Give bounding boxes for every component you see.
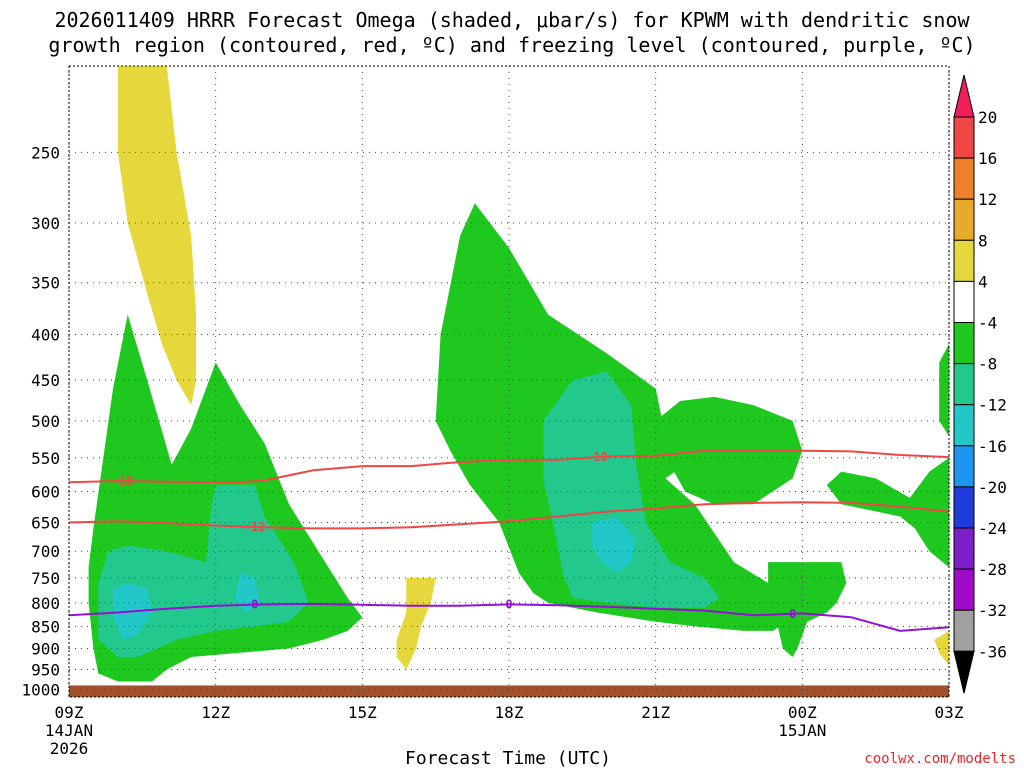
colorbar-swatch-13 [953, 609, 975, 652]
colorbar-label-3: 8 [978, 231, 988, 250]
y-tick-label-250: 250 [31, 143, 60, 162]
omega-region-13 [592, 516, 637, 573]
dgz-contour-m12 [68, 501, 950, 530]
colorbar-swatch-10 [953, 486, 975, 529]
omega-region-0 [117, 66, 197, 406]
colorbar-swatch-12 [953, 568, 975, 611]
freezing-label-extra-1: 0 [789, 607, 796, 621]
y-tick-label-1000: 1000 [21, 680, 60, 699]
freezing-level-contour [68, 602, 950, 632]
colorbar-swatch-9 [953, 445, 975, 488]
omega-region-6 [768, 562, 847, 657]
y-tick-label-350: 350 [31, 274, 60, 293]
x-tick-label-15Z: 15Z [348, 703, 377, 722]
x-tick-date-09Z: 14JAN [45, 721, 93, 740]
colorbar-swatch-3 [953, 198, 975, 241]
colorbar-label-12: -32 [978, 601, 1007, 620]
y-tick-label-800: 800 [31, 594, 60, 613]
y-tick-label-900: 900 [31, 640, 60, 659]
x-tick-date-00Z: 15JAN [778, 721, 826, 740]
colorbar-label-5: -4 [978, 314, 997, 333]
omega-region-2 [934, 630, 949, 666]
colorbar-bottom-arrow [953, 650, 975, 694]
chart-title-line-1: 2026011409 HRRR Forecast Omega (shaded, … [54, 8, 970, 32]
y-tick-label-400: 400 [31, 325, 60, 344]
colorbar-label-2: 12 [978, 190, 997, 209]
credit-text: coolwx.com/modelts [864, 751, 1016, 767]
x-tick-label-09Z: 09Z [55, 703, 84, 722]
freezing-label-extra-0: 0 [505, 597, 512, 611]
x-tick-label-18Z: 18Z [495, 703, 524, 722]
x-tick-label-00Z: 00Z [788, 703, 817, 722]
colorbar-swatch-2 [953, 157, 975, 200]
colorbar-label-7: -12 [978, 396, 1007, 415]
omega-region-12 [235, 572, 260, 613]
contour-label-2: 0 [251, 598, 258, 612]
y-tick-label-500: 500 [31, 412, 60, 431]
y-tick-label-300: 300 [31, 214, 60, 233]
x-tick-label-03Z: 03Z [935, 703, 964, 722]
y-tick-label-750: 750 [31, 569, 60, 588]
omega-region-1 [396, 577, 436, 670]
colorbar-label-0: 20 [978, 108, 997, 127]
contour-label-1: -12 [244, 520, 266, 534]
colorbar-swatch-5 [953, 280, 975, 323]
y-tick-label-450: 450 [31, 371, 60, 390]
colorbar-label-1: 16 [978, 149, 997, 168]
colorbar-label-11: -28 [978, 560, 1007, 579]
colorbar-swatch-1 [953, 116, 975, 159]
dgz-label-extra-0: -18 [586, 450, 608, 464]
colorbar-label-9: -20 [978, 478, 1007, 497]
x-tick-label-21Z: 21Z [641, 703, 670, 722]
dgz-contour-m18 [68, 449, 950, 484]
plot-frame [68, 65, 950, 698]
chart-title-line-2: growth region (contoured, red, ºC) and f… [48, 33, 975, 57]
colorbar-swatch-11 [953, 527, 975, 570]
contour-label-0: -18 [112, 474, 134, 488]
y-tick-label-600: 600 [31, 482, 60, 501]
plot-area: -18 -12 0 0 0 -18 250 300 350 400 450 500 550 600 650 7… [21, 65, 964, 758]
colorbar-top-arrow [953, 74, 975, 118]
colorbar-swatch-4 [953, 239, 975, 282]
omega-region-8 [939, 344, 949, 437]
x-tick-label-12Z: 12Z [201, 703, 230, 722]
colorbar-swatch-8 [953, 404, 975, 447]
colorbar-label-10: -24 [978, 519, 1007, 538]
colorbar-label-4: 4 [978, 272, 988, 291]
colorbar: 20 16 12 8 4 -4 -8 -12 -16 -20 -24 -28 -32 -36 [953, 74, 1007, 694]
x-axis-label: Forecast Time (UTC) [405, 748, 611, 768]
colorbar-swatch-7 [953, 363, 975, 406]
omega-region-10 [543, 371, 720, 608]
ground-band [69, 685, 949, 697]
omega-region-7 [826, 457, 949, 568]
y-tick-label-550: 550 [31, 449, 60, 468]
colorbar-swatch-6 [953, 322, 975, 365]
x-tick-year-09Z: 2026 [50, 739, 89, 758]
colorbar-label-13: -36 [978, 642, 1007, 661]
y-tick-label-700: 700 [31, 542, 60, 561]
colorbar-label-6: -8 [978, 355, 997, 374]
y-tick-label-650: 650 [31, 513, 60, 532]
y-tick-label-950: 950 [31, 660, 60, 679]
y-tick-label-850: 850 [31, 617, 60, 636]
colorbar-label-8: -16 [978, 437, 1007, 456]
